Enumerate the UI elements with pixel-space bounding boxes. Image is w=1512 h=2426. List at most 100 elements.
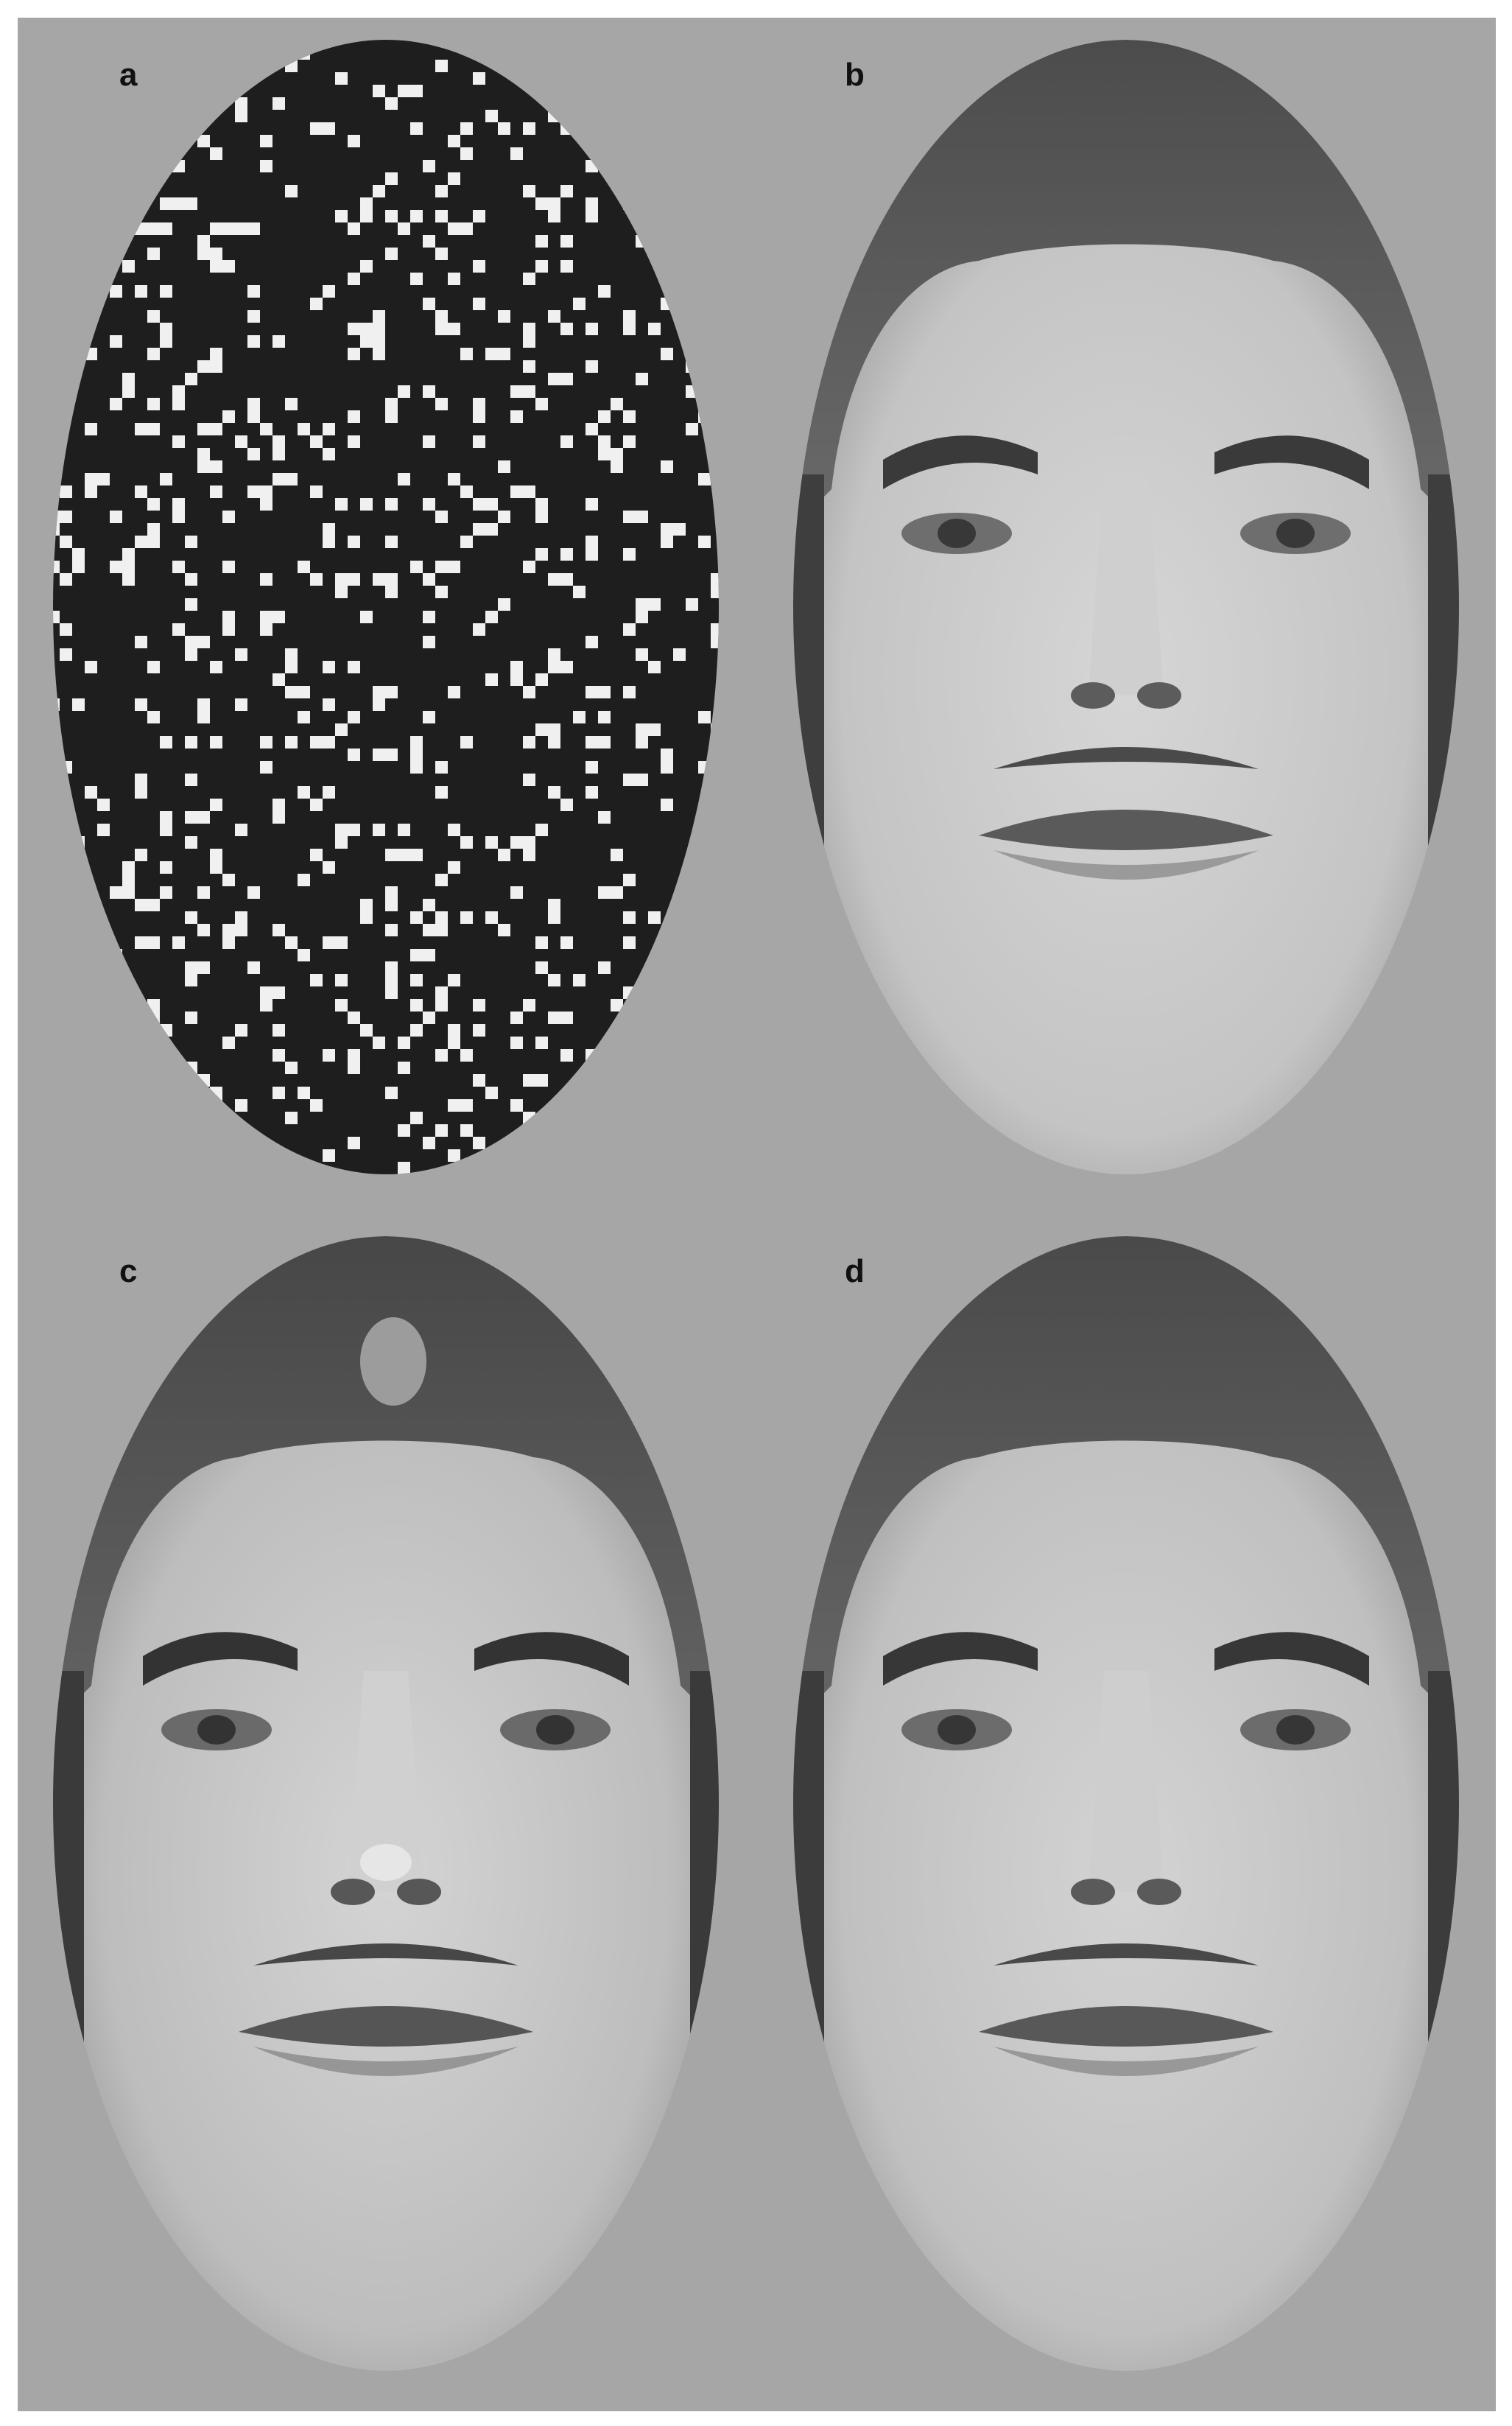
mask-dot <box>611 999 623 1012</box>
mask-dot <box>548 197 560 210</box>
mask-dot <box>53 561 60 573</box>
mask-dot <box>272 1087 285 1099</box>
mask-dot <box>85 310 97 323</box>
mask-dot <box>272 1049 285 1062</box>
mask-dot <box>686 273 698 285</box>
mask-dot <box>636 598 648 611</box>
mask-dot <box>122 1112 135 1124</box>
mask-dot <box>423 235 435 248</box>
mask-dot <box>636 85 648 97</box>
mask-dot <box>560 1049 573 1062</box>
mask-dot <box>560 260 573 273</box>
mask-dot <box>110 248 122 260</box>
mask-dot <box>473 999 485 1012</box>
mask-dot <box>260 999 272 1012</box>
mask-dot <box>548 661 560 673</box>
mask-dot <box>460 736 473 749</box>
mask-dot <box>711 360 719 373</box>
mask-dot <box>348 711 360 723</box>
mask-dot <box>535 723 548 736</box>
mask-dot <box>448 861 460 874</box>
mask-dot <box>673 72 686 85</box>
mask-dot <box>661 47 673 60</box>
mask-dot <box>586 160 598 172</box>
mask-dot <box>623 435 636 448</box>
mask-dot <box>723 799 736 811</box>
mask-dot <box>85 473 97 485</box>
mask-dot <box>160 335 172 348</box>
mask-dot <box>60 536 72 548</box>
mask-dot <box>110 1024 122 1037</box>
mask-dot <box>60 961 72 974</box>
mask-dot <box>723 899 736 911</box>
mask-dot <box>197 460 210 473</box>
figure: a <box>18 18 1496 2411</box>
mask-dot <box>623 197 636 210</box>
mask-dot <box>623 774 636 786</box>
mask-dot <box>548 110 560 122</box>
mask-dot <box>160 160 172 172</box>
mask-dot <box>661 1062 673 1074</box>
mask-dot <box>611 147 623 160</box>
mask-dot <box>323 536 335 548</box>
mask-dot <box>435 248 448 260</box>
mask-dot <box>586 548 598 561</box>
mask-dot <box>548 786 560 799</box>
panel-c: c <box>18 1214 756 2411</box>
mask-dot <box>673 949 686 961</box>
mask-dot <box>85 260 97 273</box>
mask-dot <box>460 1124 473 1137</box>
mask-dot <box>272 473 285 485</box>
mask-dot <box>122 373 135 385</box>
mask-dot <box>661 60 673 72</box>
mask-dot <box>335 573 348 586</box>
mask-dot <box>636 172 648 185</box>
mask-dot <box>548 210 560 222</box>
mask-dot <box>222 936 235 949</box>
mask-dot <box>172 197 185 210</box>
mask-dot <box>60 147 72 160</box>
mask-dot <box>298 47 310 60</box>
mask-dot <box>435 911 448 924</box>
mask-dot <box>398 1124 410 1137</box>
mask-dot <box>147 398 160 410</box>
mask-dot <box>348 824 360 836</box>
mask-dot <box>260 573 272 586</box>
mask-dot <box>360 498 373 511</box>
mask-dot <box>410 999 423 1012</box>
panel-label-d: d <box>845 1253 865 1289</box>
mask-dot <box>285 936 298 949</box>
mask-dot <box>673 648 686 661</box>
mask-dot <box>247 448 260 460</box>
mask-dot <box>723 1149 736 1162</box>
mask-dot <box>586 1049 598 1062</box>
mask-dot <box>711 623 719 636</box>
mask-dot <box>72 698 85 711</box>
mask-dot <box>135 899 147 911</box>
mask-dot <box>673 1087 686 1099</box>
mask-dot <box>147 1074 160 1087</box>
mask-dot <box>85 423 97 435</box>
mask-dot <box>711 936 719 949</box>
mask-dot <box>473 1074 485 1087</box>
mask-dot <box>260 736 272 749</box>
mask-dot <box>360 611 373 623</box>
mask-dot <box>60 210 72 222</box>
mask-dot <box>60 824 72 836</box>
mask-dot <box>260 611 272 623</box>
mask-dot <box>611 448 623 460</box>
mask-dot <box>698 185 711 197</box>
mask-dot <box>698 85 711 97</box>
mask-dot <box>53 698 60 711</box>
mask-dot <box>298 786 310 799</box>
mask-dot <box>285 1112 298 1124</box>
mask-dot <box>348 1137 360 1149</box>
mask-dot <box>310 1099 323 1112</box>
mask-dot <box>110 398 122 410</box>
mask-dot <box>510 1012 523 1024</box>
face-image <box>53 1236 719 2371</box>
panel-a: a <box>18 18 756 1214</box>
mask-dot <box>686 598 698 611</box>
mask-dot <box>423 711 435 723</box>
mask-dot <box>298 711 310 723</box>
